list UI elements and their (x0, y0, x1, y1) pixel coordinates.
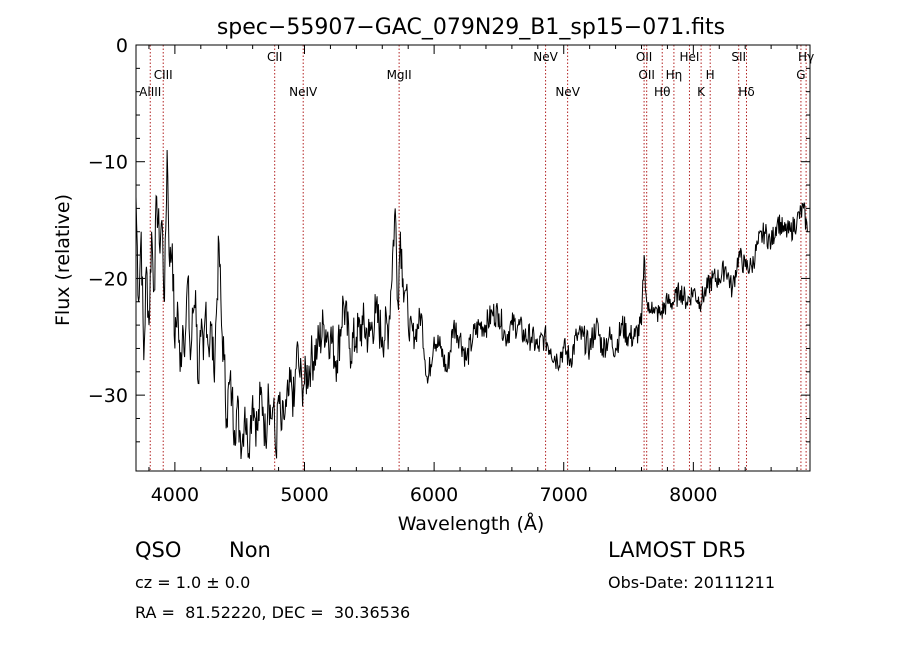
axes: 4000 5000 6000 7000 8000 0 −10 −20 −30 (88, 35, 811, 506)
x-tick-label: 5000 (280, 484, 328, 506)
y-axis-label: Flux (relative) (52, 194, 74, 326)
line-marker-label: NeV (555, 85, 580, 99)
line-marker-label: SII (731, 50, 746, 64)
line-marker-label: OII (636, 50, 653, 64)
line-marker-label: K (697, 85, 706, 99)
x-tick-label: 4000 (151, 484, 199, 506)
y-tick-label: −10 (88, 152, 128, 174)
plot-frame (135, 44, 811, 472)
survey-name: LAMOST DR5 (608, 538, 747, 562)
line-marker-label: G (796, 68, 805, 82)
line-marker-label: NeV (533, 50, 558, 64)
x-tick-label: 6000 (410, 484, 458, 506)
spectrum-line (136, 149, 808, 460)
coordinates: RA = 81.52220, DEC = 30.36536 (135, 603, 411, 622)
x-tick-label: 8000 (669, 484, 717, 506)
y-tick-label: −30 (88, 385, 128, 407)
line-marker-label: Hη (666, 68, 683, 82)
line-marker-label: Hγ (798, 50, 814, 64)
redshift-cz: cz = 1.0 ± 0.0 (135, 573, 251, 592)
line-marker-label: AlIII (139, 85, 161, 99)
line-marker-label: Hθ (654, 85, 670, 99)
object-subclass: Non (229, 538, 271, 562)
line-marker-label: HeI (679, 50, 699, 64)
line-marker-label: Hδ (738, 85, 754, 99)
x-tick-label: 7000 (540, 484, 588, 506)
line-marker-label: CII (267, 50, 282, 64)
line-marker-label: CIII (154, 68, 173, 82)
y-tick-label: −20 (88, 268, 128, 290)
y-tick-label: 0 (116, 35, 128, 57)
line-marker-label: OII (638, 68, 655, 82)
observation-date: Obs-Date: 20111211 (608, 573, 776, 592)
chart-title: spec−55907−GAC_079N29_B1_sp15−071.fits (217, 15, 725, 40)
line-marker-label: NeIV (289, 85, 318, 99)
object-class: QSO (135, 538, 182, 562)
plot-area (136, 149, 808, 460)
x-axis-label: Wavelength (Å) (398, 512, 545, 535)
line-marker-label: H (706, 68, 715, 82)
line-marker-label: MgII (387, 68, 412, 82)
emission-line-markers: AlIII CIII CII NeIV MgII NeV NeV OII OII Hθ Hη HeI K… (139, 45, 814, 471)
